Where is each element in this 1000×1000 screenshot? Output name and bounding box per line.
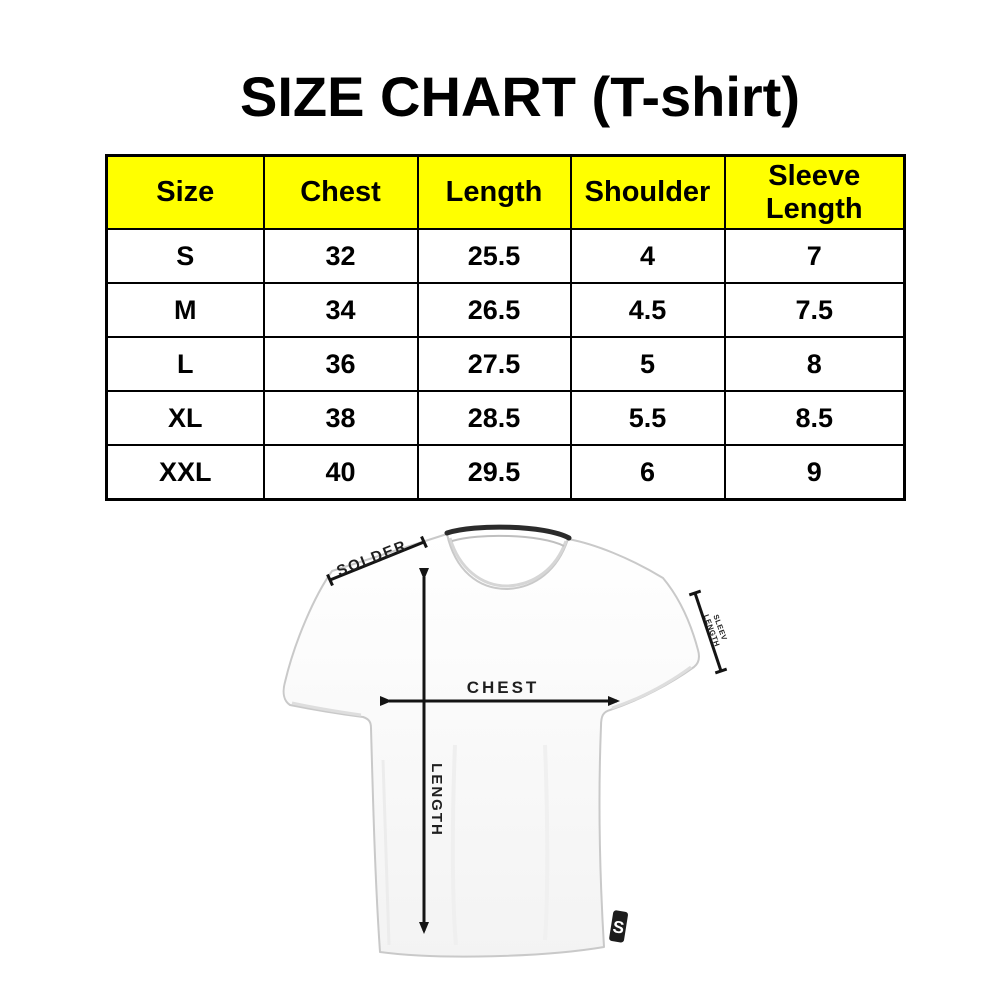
collar-back <box>444 524 572 541</box>
column-header-shoulder: Shoulder <box>569 154 726 230</box>
cell-size: S <box>105 228 265 284</box>
cell-shoulder: 5 <box>569 336 726 392</box>
cell-size: M <box>105 282 265 338</box>
table-row: M 34 26.5 4.5 7.5 <box>105 282 906 338</box>
column-header-length: Length <box>416 154 572 230</box>
page-title: SIZE CHART (T-shirt) <box>240 65 800 128</box>
cell-sleeve-length: 8 <box>723 336 906 392</box>
cell-sleeve-length: 7.5 <box>723 282 906 338</box>
table-row: S 32 25.5 4 7 <box>105 228 906 284</box>
cell-size: XL <box>105 390 265 446</box>
brand-logo-letter: S <box>611 917 625 938</box>
table-row: XL 38 28.5 5.5 8.5 <box>105 390 906 446</box>
column-header-chest: Chest <box>262 154 419 230</box>
brand-logo-tag: S <box>609 910 628 943</box>
cell-size: XXL <box>105 444 265 501</box>
column-header-size: Size <box>105 154 265 230</box>
cell-chest: 36 <box>262 336 419 392</box>
size-table: Size Chest Length Shoulder Sleeve Length… <box>105 154 906 501</box>
cell-size: L <box>105 336 265 392</box>
cell-length: 27.5 <box>416 336 572 392</box>
sleeve-measure-line <box>688 589 728 675</box>
cell-chest: 32 <box>262 228 419 284</box>
chest-label: CHEST <box>467 678 540 697</box>
table-row: XXL 40 29.5 6 9 <box>105 444 906 501</box>
cell-chest: 34 <box>262 282 419 338</box>
cell-shoulder: 4 <box>569 228 726 284</box>
tshirt-diagram-svg: S SOLDER CHEST LENGTH SLEEV LENGTH <box>282 524 729 958</box>
cell-length: 25.5 <box>416 228 572 284</box>
cell-sleeve-length: 9 <box>723 444 906 501</box>
cell-chest: 40 <box>262 444 419 501</box>
table-row: L 36 27.5 5 8 <box>105 336 906 392</box>
cell-shoulder: 5.5 <box>569 390 726 446</box>
cell-length: 29.5 <box>416 444 572 501</box>
cell-length: 26.5 <box>416 282 572 338</box>
column-header-sleeve-length: Sleeve Length <box>723 154 906 230</box>
length-label: LENGTH <box>428 763 445 837</box>
cell-sleeve-length: 8.5 <box>723 390 906 446</box>
tshirt-outline <box>282 524 700 958</box>
cell-shoulder: 4.5 <box>569 282 726 338</box>
shoulder-measure-line <box>326 535 428 587</box>
collar-front <box>448 537 568 588</box>
cell-sleeve-length: 7 <box>723 228 906 284</box>
cell-chest: 38 <box>262 390 419 446</box>
cell-length: 28.5 <box>416 390 572 446</box>
tshirt-measurement-diagram: S SOLDER CHEST LENGTH SLEEV LENGTH <box>255 505 765 995</box>
cell-shoulder: 6 <box>569 444 726 501</box>
table-header-row: Size Chest Length Shoulder Sleeve Length <box>105 154 906 230</box>
